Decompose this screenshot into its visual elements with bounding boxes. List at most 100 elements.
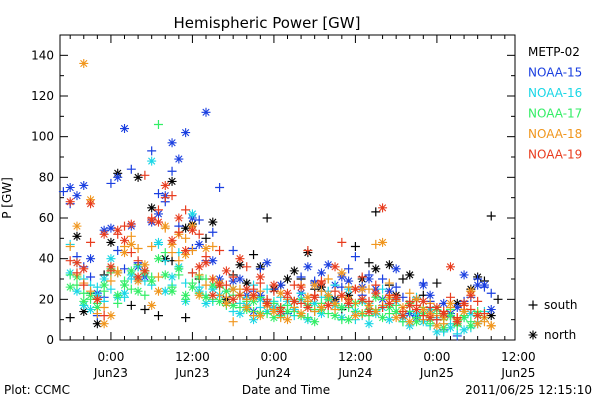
south-marker <box>72 268 82 278</box>
north-marker <box>106 311 116 321</box>
south-marker <box>432 278 442 288</box>
south-marker <box>201 280 211 290</box>
north-marker <box>283 307 292 317</box>
north-marker <box>79 58 89 68</box>
chart-title: Hemispheric Power [GW] <box>174 14 361 32</box>
north-marker <box>194 290 204 300</box>
timestamp: 2011/06/25 12:15:10 <box>465 383 592 397</box>
south-marker <box>153 189 163 199</box>
north-marker <box>79 264 89 274</box>
north-marker <box>133 272 143 282</box>
north-marker <box>405 270 415 280</box>
north-marker <box>316 302 326 312</box>
north-marker <box>310 298 320 308</box>
north-marker <box>201 292 211 302</box>
north-marker <box>323 290 333 300</box>
north-marker <box>167 176 177 186</box>
north-marker <box>228 300 238 310</box>
north-marker <box>160 221 170 231</box>
north-marker <box>235 274 245 284</box>
north-marker <box>303 262 313 272</box>
north-marker <box>187 282 197 292</box>
north-marker <box>153 286 163 296</box>
north-marker <box>364 307 374 317</box>
south-marker <box>58 187 68 197</box>
north-marker <box>276 280 286 290</box>
north-marker <box>269 280 279 290</box>
south-marker <box>160 193 170 203</box>
north-marker <box>391 307 401 317</box>
north-marker <box>391 264 401 274</box>
north-marker <box>296 309 306 319</box>
north-marker <box>228 284 238 294</box>
south-marker <box>140 290 150 300</box>
north-marker <box>459 270 469 280</box>
north-marker <box>432 327 442 337</box>
north-marker <box>72 258 82 268</box>
south-marker <box>120 221 130 231</box>
south-marker <box>344 264 354 274</box>
north-marker <box>432 302 442 312</box>
north-marker <box>92 319 102 329</box>
series-noaa-19 <box>65 170 489 327</box>
south-marker <box>147 146 157 156</box>
north-marker <box>120 235 130 245</box>
north-marker <box>262 298 272 308</box>
north-marker <box>235 260 245 270</box>
north-marker <box>310 317 320 327</box>
north-marker <box>445 323 455 333</box>
north-marker <box>221 266 231 276</box>
x-tick-date-label: Jun24 <box>337 366 372 380</box>
legend-entry: METP-02 <box>528 45 580 59</box>
y-tick-label: 120 <box>31 89 54 103</box>
north-marker <box>459 298 469 308</box>
north-marker <box>350 311 360 321</box>
north-marker <box>133 172 143 182</box>
north-marker <box>160 286 170 296</box>
south-marker <box>79 280 89 290</box>
north-marker <box>418 296 428 306</box>
north-marker <box>330 262 340 272</box>
north-marker <box>147 156 157 166</box>
north-marker <box>398 311 408 321</box>
north-marker <box>316 278 326 288</box>
south-marker <box>153 272 163 282</box>
south-marker <box>126 300 136 310</box>
south-marker <box>126 248 136 258</box>
south-marker <box>262 213 272 223</box>
south-marker <box>364 258 374 268</box>
north-marker <box>79 307 89 317</box>
south-marker <box>350 241 360 251</box>
south-marker <box>384 278 394 288</box>
north-marker <box>99 274 109 284</box>
legend-entry: NOAA-18 <box>528 127 582 141</box>
north-marker <box>113 172 123 182</box>
north-marker <box>187 209 197 219</box>
south-marker <box>167 248 177 258</box>
south-marker <box>378 274 388 284</box>
legend-entry: NOAA-19 <box>528 148 582 162</box>
north-marker <box>201 298 211 308</box>
marker-legend: south north <box>528 298 578 342</box>
x-axis-label: Date and Time <box>242 383 330 397</box>
y-tick-label: 80 <box>39 170 54 184</box>
north-marker <box>160 180 170 190</box>
south-marker <box>208 227 218 237</box>
x-tick-label: 0:00 <box>423 350 450 364</box>
south-marker <box>303 246 313 256</box>
north-marker <box>323 300 333 310</box>
south-marker <box>106 178 116 188</box>
south-marker <box>357 309 367 319</box>
south-marker <box>255 286 265 296</box>
north-marker <box>330 311 340 321</box>
north-marker <box>418 280 428 290</box>
south-marker <box>262 284 272 294</box>
north-marker <box>174 213 184 223</box>
south-marker <box>86 237 96 247</box>
south-marker <box>86 286 96 296</box>
north-marker <box>79 296 89 306</box>
north-marker <box>378 313 388 323</box>
north-marker <box>120 288 130 298</box>
north-marker <box>445 262 455 272</box>
x-tick-label: 12:00 <box>175 350 210 364</box>
